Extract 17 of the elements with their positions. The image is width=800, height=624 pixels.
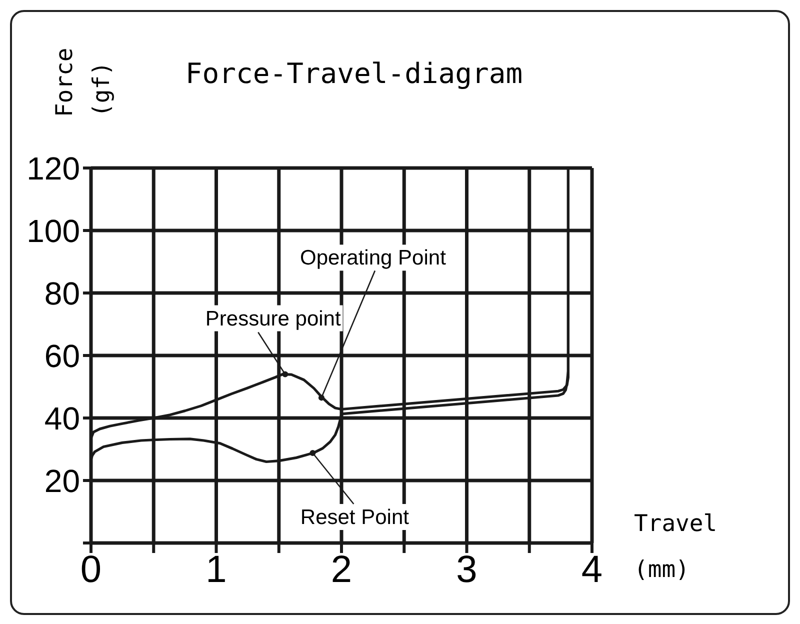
y-tick-label: 120 (26, 150, 80, 186)
y-tick-label: 80 (44, 275, 80, 312)
x-axis-title: Travel (mm) (634, 511, 718, 583)
y-tick-label: 60 (44, 338, 80, 374)
x-tick-label: 4 (581, 548, 603, 591)
y-tick-label: 40 (44, 400, 80, 436)
annotation: Operating Point (300, 246, 446, 270)
x-tick-label: 2 (330, 548, 352, 591)
x-tick-label: 0 (80, 548, 102, 591)
chart-title: Force-Travel-diagram (185, 56, 523, 90)
annotation: Pressure point (205, 306, 342, 330)
x-tick-label: 3 (456, 548, 478, 591)
x-tick-label: 1 (206, 548, 227, 591)
y-axis-title: Force (gf) (52, 48, 115, 117)
y-tick-label: 20 (44, 462, 80, 499)
annotation: Reset Point (300, 506, 410, 528)
y-tick-label: 100 (26, 212, 80, 249)
